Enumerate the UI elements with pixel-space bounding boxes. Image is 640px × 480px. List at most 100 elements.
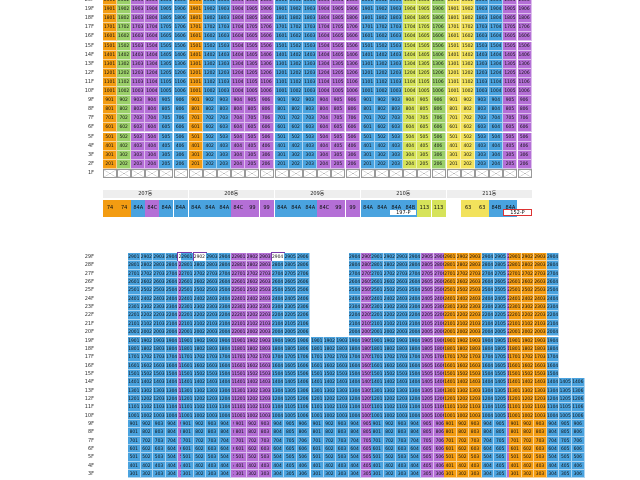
unit-cell: 902: [203, 96, 218, 106]
unit-cell: 1503: [153, 369, 166, 379]
unit-cell: 901: [234, 420, 247, 429]
unit-cell: 1901: [361, 5, 376, 15]
unit-cell: 903: [217, 96, 232, 106]
unit-cell: 1704: [481, 353, 495, 362]
unit-cell: 1002: [521, 411, 535, 420]
unit-cell: 1705: [245, 23, 260, 33]
unit-cell: 203: [303, 159, 318, 169]
unit-cell: 402: [323, 461, 337, 471]
unit-cell: 1303: [206, 386, 219, 395]
unit-cell: 1601: [444, 361, 457, 370]
unit-cell: 1104: [317, 77, 332, 87]
unit-cell: 1001: [234, 411, 247, 420]
unit-cell: 704: [218, 436, 232, 446]
unit-cell: 1404: [145, 50, 160, 60]
unit-cell: 404: [145, 141, 160, 151]
unit-cell: 301: [189, 150, 204, 160]
unit-cell: 1906: [259, 5, 274, 15]
unit-cell: 2804: [165, 261, 179, 270]
unit-type-legend: 63: [461, 200, 476, 217]
unit-cell: 1206: [259, 68, 274, 78]
unit-cell: 1203: [336, 394, 349, 404]
unit-cell: 203: [475, 159, 490, 169]
unit-cell: 1605: [494, 361, 507, 370]
unit-cell: 704: [408, 436, 422, 446]
unit-cell: 601: [181, 445, 194, 454]
unit-cell: 802: [323, 428, 337, 437]
unit-cell: 2604: [348, 278, 362, 287]
unit-cell: 1901: [444, 336, 457, 345]
unit-cell: 1605: [417, 32, 432, 42]
unit-cell: 302: [323, 470, 337, 479]
unit-cell: 1902: [203, 5, 218, 15]
unit-cell: 1805: [494, 344, 507, 354]
unit-cell: 1502: [383, 369, 397, 379]
unit-cell: 1402: [383, 378, 397, 387]
unit-cell: 1205: [494, 394, 507, 404]
unit-cell: 2105: [421, 319, 434, 329]
unit-cell: 602: [246, 445, 260, 454]
unit-cell: 1904: [231, 5, 246, 15]
unit-cell: 1604: [481, 361, 495, 370]
unit-cell: 1201: [444, 394, 457, 404]
unit-cell: 604: [348, 445, 362, 454]
unit-type-legend: 84A: [203, 200, 218, 217]
unit-cell: 1601: [128, 361, 141, 370]
unit-cell: 405: [245, 141, 260, 151]
unit-cell: 1204: [231, 68, 246, 78]
unit-cell: 606: [173, 123, 188, 133]
unit-cell: 2004: [481, 328, 495, 337]
unit-cell: 2902: [456, 253, 470, 262]
unit-cell: 1505: [284, 369, 297, 379]
unit-cell: 1304: [481, 386, 495, 395]
unit-cell: 1404: [218, 378, 232, 387]
unit-cell: 1705: [494, 353, 507, 362]
unit-cell: 1104: [481, 403, 495, 412]
unit-cell: 2505: [284, 286, 297, 295]
unit-cell: 1401: [181, 378, 194, 387]
unit-cell: 2201: [128, 311, 141, 320]
unit-cell: 2505: [421, 286, 434, 295]
unit-cell: 2001: [103, 0, 118, 6]
unit-cell: 406: [572, 461, 585, 471]
unit-cell: 706: [431, 114, 446, 124]
unit-cell: 2103: [396, 319, 409, 329]
unit-cell: 305: [417, 150, 432, 160]
unit-cell: 2705: [421, 269, 434, 279]
unit-cell: 301: [311, 470, 324, 479]
floor-label: 29F: [84, 254, 94, 260]
unit-cell: 2504: [546, 286, 560, 295]
unit-cell: 801: [181, 428, 194, 437]
unit-cell: 603: [396, 445, 409, 454]
unit-cell: 2002: [456, 328, 470, 337]
unit-cell: 1302: [203, 59, 218, 69]
unit-cell: 602: [289, 123, 304, 133]
floor-label: 28F: [84, 262, 94, 269]
unit-cell: 602: [203, 123, 218, 133]
unit-cell: 1402: [193, 378, 207, 387]
unit-cell: 1401: [444, 378, 457, 387]
unit-cell: 1601: [311, 361, 324, 370]
unit-cell: 905: [417, 96, 432, 106]
unit-cell: 1503: [534, 369, 547, 379]
unit-cell: 905: [245, 96, 260, 106]
unit-cell: 703: [475, 114, 490, 124]
unit-cell: 1501: [189, 41, 204, 51]
unit-cell: 603: [534, 445, 547, 454]
unit-cell: 1603: [259, 361, 272, 370]
unit-cell: 1801: [371, 344, 384, 354]
unit-cell: 1605: [421, 361, 434, 370]
unit-cell: 1604: [489, 32, 504, 42]
unit-cell: 1102: [461, 77, 476, 87]
floor-label: 22F: [84, 312, 94, 319]
unit-cell: 902: [193, 420, 207, 429]
unit-cell: 1201: [234, 394, 247, 404]
unit-cell: 502: [246, 453, 260, 462]
unit-cell: 1006: [431, 87, 446, 97]
unit-cell: 1904: [165, 336, 179, 345]
unit-cell: 2201: [509, 311, 522, 320]
unit-cell: 1503: [396, 369, 409, 379]
unit-cell: 1002: [246, 411, 260, 420]
unit-cell: 1102: [521, 403, 535, 412]
unit-cell: 2202: [456, 311, 470, 320]
